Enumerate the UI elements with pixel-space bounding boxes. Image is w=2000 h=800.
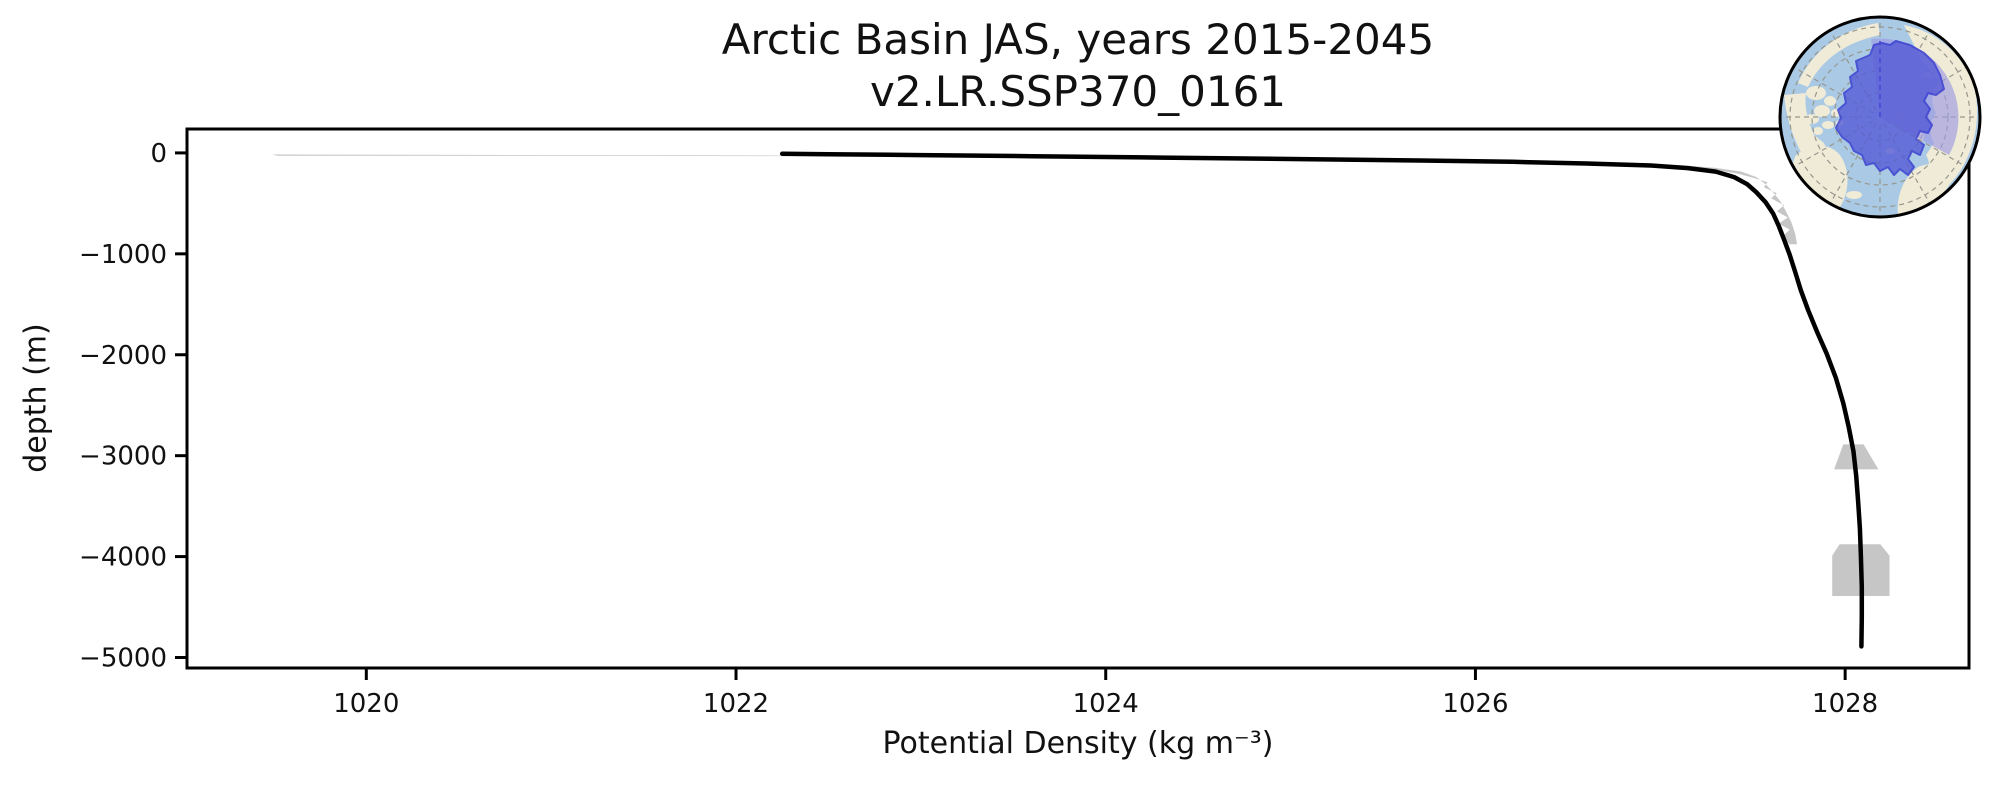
map-basin-region xyxy=(1835,40,1945,176)
map-meridian-line xyxy=(1793,66,1874,114)
map-island xyxy=(1822,121,1834,129)
y-tick-label: −5000 xyxy=(79,644,167,674)
axes-frame xyxy=(185,127,1971,670)
x-tick-label: 1020 xyxy=(333,689,399,719)
spread-envelope xyxy=(272,154,1798,245)
x-tick-label: 1026 xyxy=(1442,689,1508,719)
y-tick-label: −3000 xyxy=(79,442,167,472)
map-meridian-line xyxy=(1793,120,1874,168)
map-island xyxy=(1814,105,1830,117)
x-tick-label: 1022 xyxy=(703,689,769,719)
y-tick-label: −1000 xyxy=(79,240,167,270)
y-tick-label: 0 xyxy=(150,139,167,169)
x-axis-label: Potential Density (kg m⁻³) xyxy=(882,726,1274,761)
x-axis-ticks: 1020 1022 1024 1026 1028 xyxy=(333,668,1878,719)
y-axis-ticks: 0 −1000 −2000 −3000 −4000 −5000 xyxy=(79,139,187,674)
map-meridian-line xyxy=(1829,123,1877,204)
chart-title-block: Arctic Basin JAS, years 2015-2045 v2.LR.… xyxy=(187,14,1969,118)
x-tick-label: 1024 xyxy=(1073,689,1139,719)
map-inset xyxy=(1778,15,1982,219)
map-meridian-line xyxy=(1886,120,1967,168)
chart-subtitle: v2.LR.SSP370_0161 xyxy=(869,67,1287,116)
map-land-iceland xyxy=(1846,191,1862,199)
map-rim xyxy=(1778,15,1982,219)
mean-profile xyxy=(779,151,1865,649)
x-tick-label: 1028 xyxy=(1812,689,1878,719)
series-group xyxy=(272,151,1890,649)
y-tick-label: −4000 xyxy=(79,543,167,573)
map-content xyxy=(1781,18,1979,216)
map-land-alaska xyxy=(1798,23,1880,87)
chart-title: Arctic Basin JAS, years 2015-2045 xyxy=(721,15,1435,64)
y-tick-label: −2000 xyxy=(79,341,167,371)
map-island xyxy=(1813,127,1823,135)
map-island xyxy=(1824,96,1836,106)
map-meridian-line xyxy=(1829,30,1877,111)
